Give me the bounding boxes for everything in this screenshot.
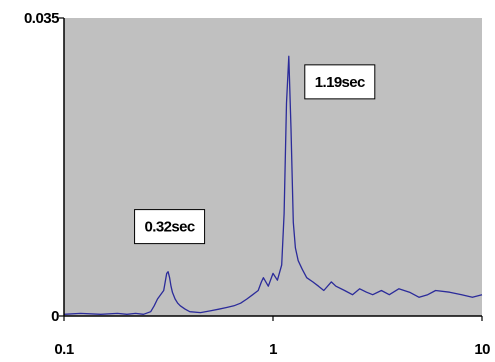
annotation-callout: 0.32sec <box>134 209 206 245</box>
y-tick-label: 0.035 <box>24 10 59 27</box>
x-tick-label: 1 <box>269 341 277 358</box>
annotation-box <box>304 64 376 100</box>
y-tick-label: 0 <box>51 308 59 325</box>
plot-area <box>64 18 482 316</box>
annotation-box <box>134 209 206 245</box>
x-tick-label: 10 <box>474 341 490 358</box>
annotation-callout: 1.19sec <box>304 64 376 100</box>
series-line-0 <box>63 55 483 315</box>
annotation-label: 0.32sec <box>145 219 195 236</box>
annotation-label: 1.19sec <box>315 74 365 91</box>
x-tick-label: 0.1 <box>54 341 74 358</box>
